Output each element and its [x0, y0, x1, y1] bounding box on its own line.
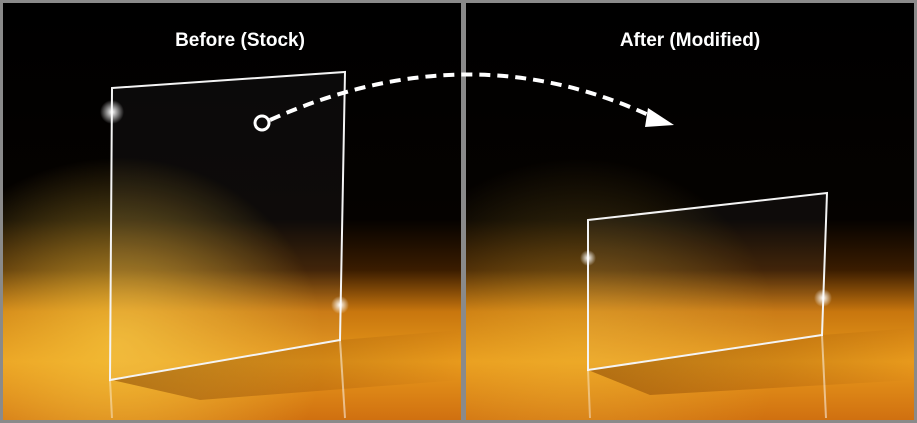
comparison-image: Before (Stock) After (Modified) — [0, 0, 917, 423]
divider — [461, 3, 466, 420]
after-label: After (Modified) — [620, 30, 760, 51]
after-panel — [466, 3, 914, 420]
before-label: Before (Stock) — [175, 30, 305, 51]
before-panel — [3, 3, 461, 420]
page: Before (Stock) After (Modified) (() => {… — [0, 0, 917, 423]
